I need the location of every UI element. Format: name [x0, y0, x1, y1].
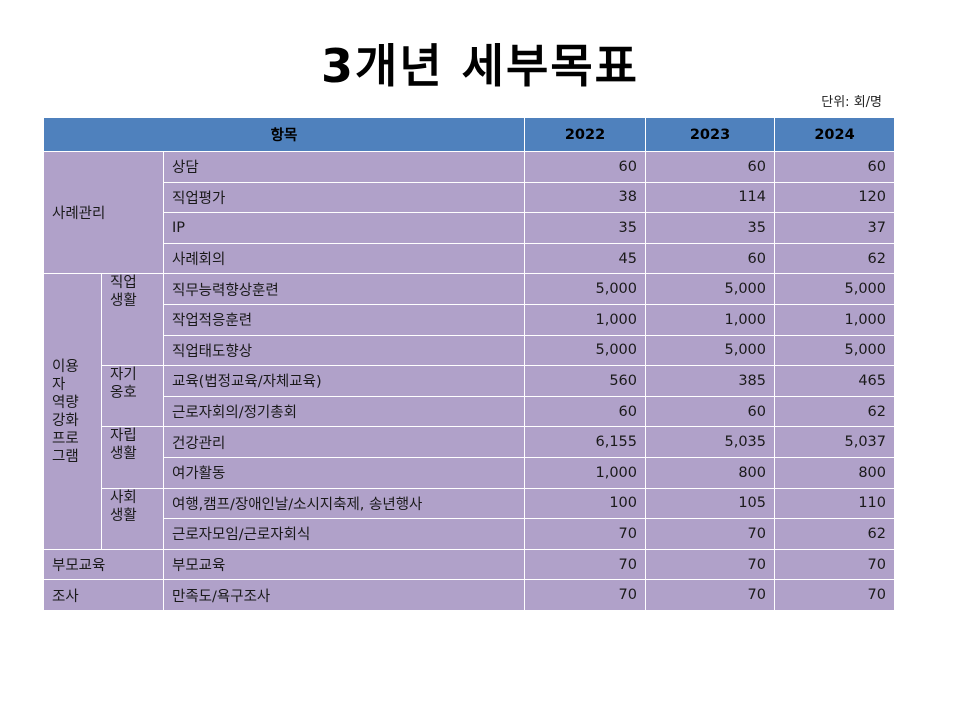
cell-value: 465 — [774, 365, 895, 397]
cell-value: 62 — [774, 518, 895, 550]
cell-value: 1,000 — [524, 303, 646, 336]
cell-value: 70 — [774, 548, 895, 581]
row-label: 여가활동 — [163, 456, 525, 489]
header-year: 2024 — [774, 117, 895, 152]
cell-value: 1,000 — [774, 303, 895, 336]
header-item: 항목 — [43, 117, 525, 152]
cell-value: 114 — [645, 181, 775, 214]
cell-value: 60 — [645, 242, 775, 275]
cell-value: 35 — [645, 212, 775, 244]
header-year: 2022 — [524, 117, 646, 152]
unit-note: 단위: 회/명 — [821, 95, 882, 110]
table-row: 직업태도향상 5,000 5,000 5,000 — [44, 334, 895, 367]
cell-value: 70 — [645, 518, 775, 550]
page-title: 3개년 세부목표 — [321, 39, 639, 93]
table-row: 사례회의 45 60 62 — [44, 242, 895, 275]
group-label: 부모교육 — [43, 548, 164, 581]
group-label: 사례관리 — [43, 150, 164, 275]
row-label: 부모교육 — [163, 548, 525, 581]
cell-value: 120 — [774, 181, 895, 214]
table-row: 작업적응훈련 1,000 1,000 1,000 — [44, 303, 895, 336]
header-year: 2023 — [645, 117, 775, 152]
row-label: 만족도/욕구조사 — [163, 579, 525, 611]
row-label: 근로자회의/정기총회 — [163, 395, 525, 428]
cell-value: 800 — [645, 456, 775, 489]
cell-value: 5,000 — [524, 334, 646, 367]
table-row: 자기 옹호 교육(법정교육/자체교육) 560 385 465 — [44, 365, 895, 428]
cell-value: 38 — [524, 181, 646, 214]
cell-value: 60 — [524, 151, 646, 183]
cell-value: 70 — [645, 548, 775, 581]
cell-value: 105 — [645, 487, 775, 520]
goals-table: 항목 2022 2023 2024 사례관리 상담 60 60 60 직업평가 … — [43, 117, 895, 611]
row-label: 여행,캠프/장애인날/소시지축제, 송년행사 — [163, 487, 525, 520]
cell-value: 5,000 — [774, 273, 895, 305]
cell-value: 60 — [645, 395, 775, 428]
group-label: 이용 자 역량 강화 프로 그램 — [43, 273, 102, 550]
table-row: IP 35 35 37 — [44, 212, 895, 244]
table-row: 자립 생활 건강관리 6,155 5,035 5,037 — [44, 426, 895, 489]
cell-value: 385 — [645, 365, 775, 397]
cell-value: 1,000 — [645, 303, 775, 336]
subgroup-label: 사회 생활 — [101, 487, 164, 550]
group-label: 조사 — [43, 579, 164, 611]
cell-value: 62 — [774, 395, 895, 428]
cell-value: 60 — [524, 395, 646, 428]
cell-value: 100 — [524, 487, 646, 520]
cell-value: 45 — [524, 242, 646, 275]
row-label: 사례회의 — [163, 242, 525, 275]
row-label: 교육(법정교육/자체교육) — [163, 365, 525, 397]
table-row: 근로자모임/근로자회식 70 70 62 — [44, 518, 895, 550]
row-label: 상담 — [163, 151, 525, 183]
cell-value: 5,000 — [645, 273, 775, 305]
row-label: 근로자모임/근로자회식 — [163, 518, 525, 550]
subgroup-label: 직업 생활 — [101, 273, 164, 367]
cell-value: 1,000 — [524, 456, 646, 489]
cell-value: 70 — [524, 579, 646, 611]
cell-value: 5,000 — [645, 334, 775, 367]
cell-value: 70 — [645, 579, 775, 611]
cell-value: 800 — [774, 456, 895, 489]
cell-value: 5,000 — [524, 273, 646, 305]
cell-value: 62 — [774, 242, 895, 275]
cell-value: 6,155 — [524, 426, 646, 458]
table-row: 직업평가 38 114 120 — [44, 181, 895, 214]
subgroup-label: 자기 옹호 — [101, 365, 164, 428]
row-label: IP — [163, 212, 525, 244]
table-row: 근로자회의/정기총회 60 60 62 — [44, 395, 895, 428]
subgroup-label: 자립 생활 — [101, 426, 164, 489]
cell-value: 560 — [524, 365, 646, 397]
table-row: 이용 자 역량 강화 프로 그램 직업 생활 직무능력향상훈련 5,000 5,… — [43, 273, 895, 550]
table-row: 사회 생활 여행,캠프/장애인날/소시지축제, 송년행사 100 105 110 — [44, 487, 895, 550]
row-label: 건강관리 — [163, 426, 525, 458]
row-label: 직무능력향상훈련 — [163, 273, 525, 305]
cell-value: 70 — [524, 548, 646, 581]
cell-value: 5,000 — [774, 334, 895, 367]
cell-value: 5,035 — [645, 426, 775, 458]
cell-value: 110 — [774, 487, 895, 520]
cell-value: 70 — [774, 579, 895, 611]
cell-value: 37 — [774, 212, 895, 244]
cell-value: 5,037 — [774, 426, 895, 458]
row-label: 직업태도향상 — [163, 334, 525, 367]
row-label: 직업평가 — [163, 181, 525, 214]
table-row: 사례관리 상담 60 60 60 — [43, 150, 895, 275]
table-header-row: 항목 2022 2023 2024 — [43, 117, 895, 152]
cell-value: 35 — [524, 212, 646, 244]
row-label: 작업적응훈련 — [163, 303, 525, 336]
cell-value: 70 — [524, 518, 646, 550]
cell-value: 60 — [774, 151, 895, 183]
cell-value: 60 — [645, 151, 775, 183]
table-row: 조사 만족도/욕구조사 70 70 70 — [43, 579, 895, 611]
table-row: 여가활동 1,000 800 800 — [44, 456, 895, 489]
table-row: 부모교육 부모교육 70 70 70 — [43, 548, 895, 581]
